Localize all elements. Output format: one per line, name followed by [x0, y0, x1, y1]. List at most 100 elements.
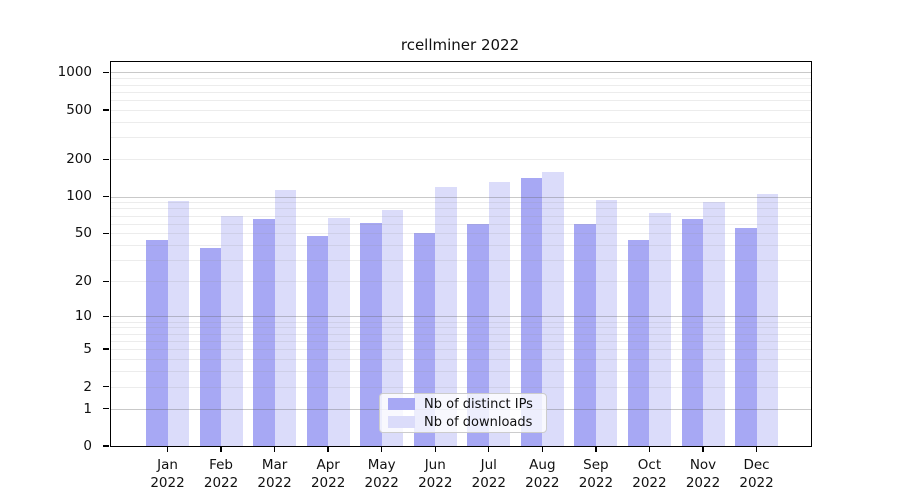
gridline-minor [111, 260, 811, 262]
y-axis-tick [103, 280, 109, 283]
gridline-minor [111, 100, 811, 101]
x-axis-tick-label: Mar 2022 [240, 456, 310, 492]
x-axis-tick [541, 446, 544, 452]
bar-downloads-mar [274, 190, 297, 446]
y-axis-tick-label: 1 [83, 400, 92, 417]
x-axis-month-label: Oct [637, 457, 662, 473]
y-axis-tick [103, 445, 109, 447]
x-axis-year-label: 2022 [471, 475, 506, 491]
x-axis-tick-label: Sep 2022 [561, 456, 631, 492]
x-axis-tick-label: Dec 2022 [722, 456, 792, 492]
plot-area: Nb of distinct IPs Nb of downloads 0 1 2 5 1… [58, 61, 812, 491]
gridline-minor [111, 159, 811, 161]
gridline-minor [111, 109, 811, 111]
y-axis-tick [103, 71, 109, 74]
x-axis-year-label: 2022 [150, 475, 185, 491]
legend-label-downloads: Nb of downloads [424, 414, 533, 430]
gridline-minor [111, 349, 811, 351]
gridline-minor [111, 281, 811, 283]
bar-distinct-ips-jan [146, 240, 168, 446]
gridline-minor [111, 233, 811, 235]
x-axis-month-label: Apr [316, 457, 340, 473]
x-axis-month-label: Mar [261, 457, 288, 473]
x-axis-tick [166, 446, 169, 452]
x-axis-month-label: Dec [743, 457, 770, 473]
x-axis-tick [273, 446, 276, 452]
y-axis-tick-label: 5 [83, 341, 92, 358]
x-axis-tick-label: May 2022 [347, 456, 417, 492]
bar-downloads-dec [756, 193, 779, 446]
bar-downloads-oct [649, 212, 671, 446]
bar-distinct-ips-dec [735, 228, 757, 446]
y-axis-tick [103, 232, 109, 235]
gridline-major [111, 196, 811, 198]
y-axis-tick-label: 50 [74, 225, 92, 242]
x-axis-tick-label: Jan 2022 [133, 456, 203, 492]
x-axis-tick-label: Jul 2022 [454, 456, 524, 492]
bar-downloads-nov [703, 201, 725, 446]
gridline-minor [111, 91, 811, 93]
x-axis-tick [755, 446, 758, 452]
bar-distinct-ips-nov [681, 219, 703, 446]
x-axis-year-label: 2022 [257, 475, 292, 491]
bar-distinct-ips-aug [520, 178, 543, 446]
bar-downloads-aug [542, 172, 564, 446]
legend: Nb of distinct IPs Nb of downloads [379, 393, 547, 433]
x-axis-tick [595, 446, 597, 452]
gridline-minor [111, 321, 811, 323]
gridline-minor [111, 340, 811, 342]
x-axis-month-label: Sep [583, 457, 609, 473]
bar-distinct-ips-may [360, 222, 382, 446]
x-axis-tick-label: Nov 2022 [668, 456, 738, 492]
bar-distinct-ips-feb [199, 247, 222, 446]
x-axis-year-label: 2022 [203, 475, 239, 491]
y-axis-tick-label: 500 [66, 101, 92, 118]
x-axis-year-label: 2022 [578, 475, 614, 491]
y-axis-tick-label: 10 [74, 308, 92, 325]
y-axis-tick-label: 100 [66, 188, 92, 205]
x-axis-month-label: Aug [529, 457, 556, 473]
x-axis-month-label: Feb [209, 457, 233, 473]
legend-swatch-downloads [388, 416, 415, 428]
y-axis-tick [103, 158, 109, 160]
y-axis-tick [103, 195, 109, 198]
y-axis-tick [103, 109, 109, 111]
x-axis-tick [648, 446, 651, 452]
x-axis-year-label: 2022 [632, 475, 667, 491]
gridline-minor [111, 371, 811, 372]
legend-entry-downloads: Nb of downloads [380, 415, 546, 430]
x-axis-tick-label: Jun 2022 [400, 456, 470, 492]
bar-downloads-feb [221, 215, 243, 446]
y-axis-tick [103, 348, 109, 350]
y-axis-tick [103, 385, 109, 388]
gridline-minor [111, 84, 811, 86]
y-axis-tick [103, 315, 109, 318]
legend-swatch-distinct-ips [388, 398, 415, 410]
gridline-major [111, 316, 811, 318]
x-axis-tick [702, 446, 704, 452]
x-axis-year-label: 2022 [364, 475, 399, 491]
x-axis-tick [434, 446, 436, 452]
x-axis-tick [220, 446, 222, 452]
bar-distinct-ips-jun [413, 233, 436, 446]
bar-distinct-ips-oct [627, 240, 650, 446]
bar-distinct-ips-sep [574, 223, 596, 446]
bar-downloads-sep [595, 199, 618, 446]
gridline-minor [111, 202, 811, 204]
y-axis-tick-label: 2 [83, 378, 92, 395]
grid-layer [111, 62, 811, 446]
chart-title: rcellminer 2022 [400, 36, 520, 54]
x-axis-month-label: Jan [157, 457, 178, 473]
gridline-minor [111, 223, 811, 225]
gridline-minor [111, 245, 811, 247]
bar-downloads-jul [488, 182, 511, 446]
y-axis-tick [103, 407, 109, 410]
x-axis-tick-label: Feb 2022 [186, 456, 256, 492]
bar-downloads-jun [435, 186, 457, 446]
x-axis-month-label: Jun [424, 457, 446, 473]
gridline-minor [111, 386, 811, 388]
bar-distinct-ips-apr [306, 235, 329, 446]
bar-distinct-ips-jul [467, 223, 489, 446]
gridline-minor [111, 137, 811, 139]
